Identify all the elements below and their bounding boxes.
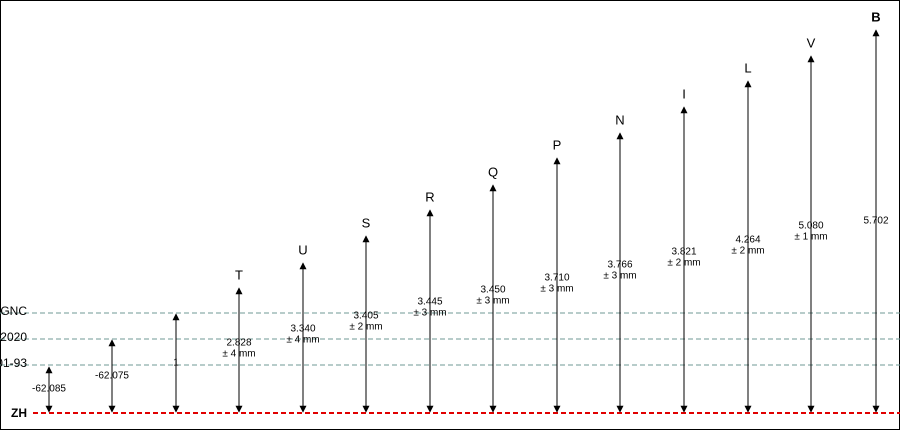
level-label: 2020 <box>0 330 27 344</box>
arrow-label: S <box>362 215 371 230</box>
arrow-value: 5.080 <box>798 221 823 232</box>
arrow-value: 2.828 <box>226 338 251 349</box>
arrow-tolerance: ± 1 mm <box>794 232 827 243</box>
arrow-tolerance: ± 2 mm <box>667 258 700 269</box>
arrow-label: T <box>235 267 243 282</box>
arrow-label: V <box>807 35 816 50</box>
arrow-tolerance: ± 3 mm <box>540 284 573 295</box>
arrow-value: 3.450 <box>480 285 505 296</box>
arrow-tolerance: ± 3 mm <box>476 296 509 307</box>
arrow-label: B <box>871 9 880 24</box>
level-label: GNC <box>0 304 27 318</box>
level-label: 01-93 <box>0 356 27 370</box>
arrow-label: U <box>298 242 307 257</box>
arrow-value: -62.075 <box>95 371 129 382</box>
arrow-tolerance: ± 2 mm <box>349 322 382 333</box>
arrow-value: 3.445 <box>417 297 442 308</box>
arrow-label: P <box>553 137 562 152</box>
arrow-value: -62.085 <box>32 384 66 395</box>
baseline-label: ZH <box>11 406 27 420</box>
arrow-tolerance: ± 3 mm <box>413 308 446 319</box>
arrow-value: 1 <box>173 358 179 369</box>
arrow-value: 4.264 <box>735 235 760 246</box>
arrow-value: 3.710 <box>544 273 569 284</box>
arrow-value: 3.766 <box>607 260 632 271</box>
arrow-tolerance: ± 3 mm <box>603 271 636 282</box>
arrow-label: I <box>682 86 686 101</box>
arrow-tolerance: ± 4 mm <box>222 349 255 360</box>
arrow-label: N <box>615 112 624 127</box>
arrow-label: Q <box>488 164 498 179</box>
arrow-value: 3.821 <box>671 247 696 258</box>
arrow-value: 3.405 <box>353 311 378 322</box>
arrow-tolerance: ± 4 mm <box>286 335 319 346</box>
arrow-label: L <box>744 60 751 75</box>
arrow-value: 5.702 <box>863 216 888 227</box>
arrow-label: R <box>425 189 434 204</box>
arrow-tolerance: ± 2 mm <box>731 246 764 257</box>
arrow-value: 3.340 <box>290 324 315 335</box>
